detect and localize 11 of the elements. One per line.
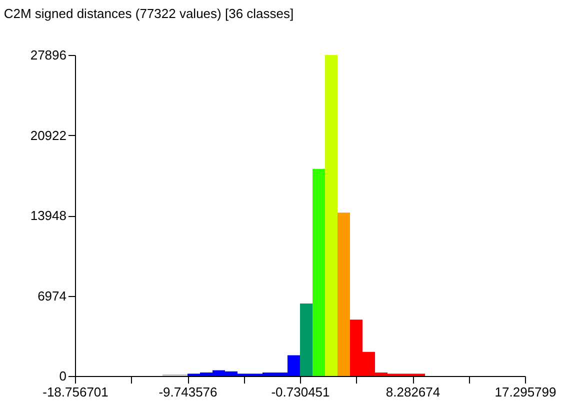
chart-title: C2M signed distances (77322 values) [36 classes] (4, 6, 294, 21)
y-tick-label: 6974 (38, 288, 66, 304)
x-tick-label: -9.743576 (158, 384, 218, 400)
y-tick-label: 20922 (30, 128, 66, 143)
y-tick-label: 27896 (30, 48, 66, 62)
x-tick-label: 8.282674 (386, 384, 440, 400)
y-tick-label: 13948 (30, 208, 66, 223)
y-tick-label: 0 (59, 368, 66, 384)
x-tick-label: -18.756701 (42, 384, 108, 400)
x-tick-label: -0.730451 (271, 384, 330, 400)
x-tick-label: 17.295799 (494, 384, 556, 400)
